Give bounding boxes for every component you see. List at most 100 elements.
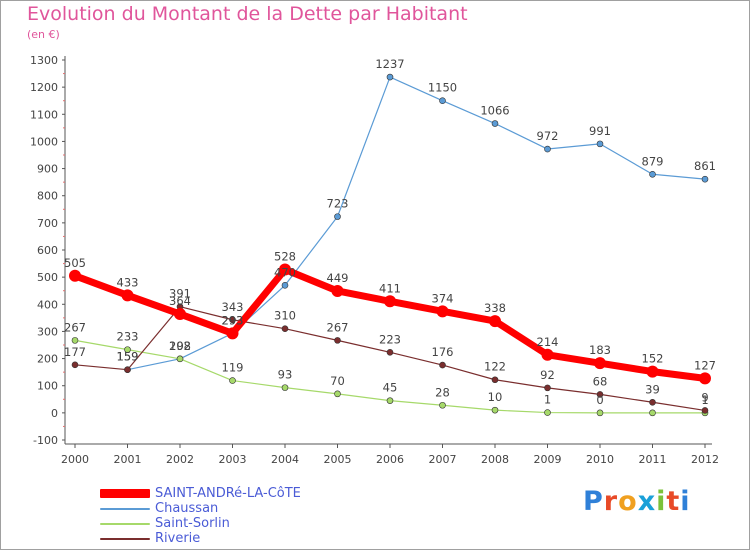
data-label: 1150 [428,81,457,95]
data-point [649,170,656,178]
brand-letter: t [666,486,681,517]
data-label: 93 [278,368,293,382]
y-tick-label: 900 [37,163,58,176]
data-point [281,281,289,289]
series-line [126,76,706,371]
y-tick-label: 600 [37,244,58,257]
data-label: 233 [117,330,139,344]
y-tick-label: 1100 [30,108,58,121]
data-label: 9 [701,390,708,404]
data-point [174,308,186,321]
data-label: 1237 [375,57,404,71]
data-label: 176 [432,345,454,359]
chart-title: Evolution du Montant de la Dette par Hab… [27,3,468,25]
data-label: 338 [484,301,506,315]
data-label: 214 [537,335,559,349]
y-tick-label: 1300 [30,54,58,67]
brand-logo: Proxiti [583,486,691,517]
data-label: 364 [169,294,191,308]
y-tick-label: 300 [37,325,58,338]
data-label: 267 [327,320,349,334]
data-label: 152 [642,352,664,366]
legend-swatch [100,489,150,498]
data-label: 183 [589,343,611,357]
data-label: 198 [169,339,191,353]
data-label: 528 [274,250,296,264]
x-tick-label: 2001 [114,453,142,466]
x-tick-label: 2009 [534,453,562,466]
legend-swatch [100,538,150,540]
data-point [541,348,554,361]
chart-subtitle: (en €) [27,28,60,41]
data-label: 119 [222,361,244,375]
data-point [439,361,446,369]
x-tick-label: 2007 [429,453,457,466]
y-tick-label: 400 [37,298,58,311]
brand-letter: i [656,486,667,517]
data-point [491,376,499,384]
data-label: 343 [222,300,244,314]
x-tick-label: 2005 [324,453,352,466]
x-tick-label: 2003 [219,453,247,466]
data-point [281,325,289,333]
data-point [334,390,341,398]
data-label: 293 [222,313,244,327]
data-label: 45 [383,381,398,395]
data-label: 861 [694,159,716,173]
y-tick-label: -100 [33,434,58,447]
data-label: 470 [274,265,296,279]
data-point [701,407,709,414]
brand-letter: i [680,486,691,517]
data-point [646,365,659,378]
series-line [74,306,706,412]
data-point [596,391,604,398]
data-point [124,346,131,353]
data-point [701,175,709,183]
data-point [491,120,499,127]
data-label: 374 [432,291,454,305]
data-point [331,284,344,297]
x-tick-label: 2006 [376,453,404,466]
x-tick-label: 2004 [271,453,299,466]
y-tick-label: 700 [37,217,58,230]
data-label: 991 [589,124,611,138]
data-label: 972 [537,129,559,143]
data-point [439,401,446,409]
data-point [649,398,656,406]
data-point [334,337,341,344]
data-label: 68 [593,374,608,388]
legend-label: SAINT-ANDRé-LA-CôTE [155,486,301,501]
brand-letter: P [583,486,604,517]
data-point [596,409,604,417]
data-point [69,269,81,282]
legend-label: Riverie [155,531,201,546]
data-point [71,361,79,369]
data-point [491,406,499,414]
brand-letter: x [637,486,657,517]
brand-letter: r [603,486,619,517]
data-point [229,377,236,384]
y-tick-label: 200 [37,353,58,366]
brand-letter: o [618,486,638,517]
data-label: 411 [379,281,401,295]
data-point [229,316,236,324]
data-point [226,327,239,340]
y-tick-label: 800 [37,190,58,203]
data-label: 70 [330,374,345,388]
y-tick-label: 100 [37,380,58,393]
legend-swatch [100,508,150,510]
data-point [649,409,656,417]
y-tick-label: 500 [37,271,58,284]
data-label: 202 [169,339,191,353]
x-tick-label: 2012 [691,453,719,466]
data-label: 433 [117,275,139,289]
data-label: 310 [274,309,296,323]
data-label: 28 [435,385,450,399]
data-label: 449 [327,271,349,285]
data-point [176,355,184,363]
legend-label: Chaussan [155,501,219,516]
x-tick-label: 2010 [586,453,614,466]
data-label: 159 [117,350,139,364]
